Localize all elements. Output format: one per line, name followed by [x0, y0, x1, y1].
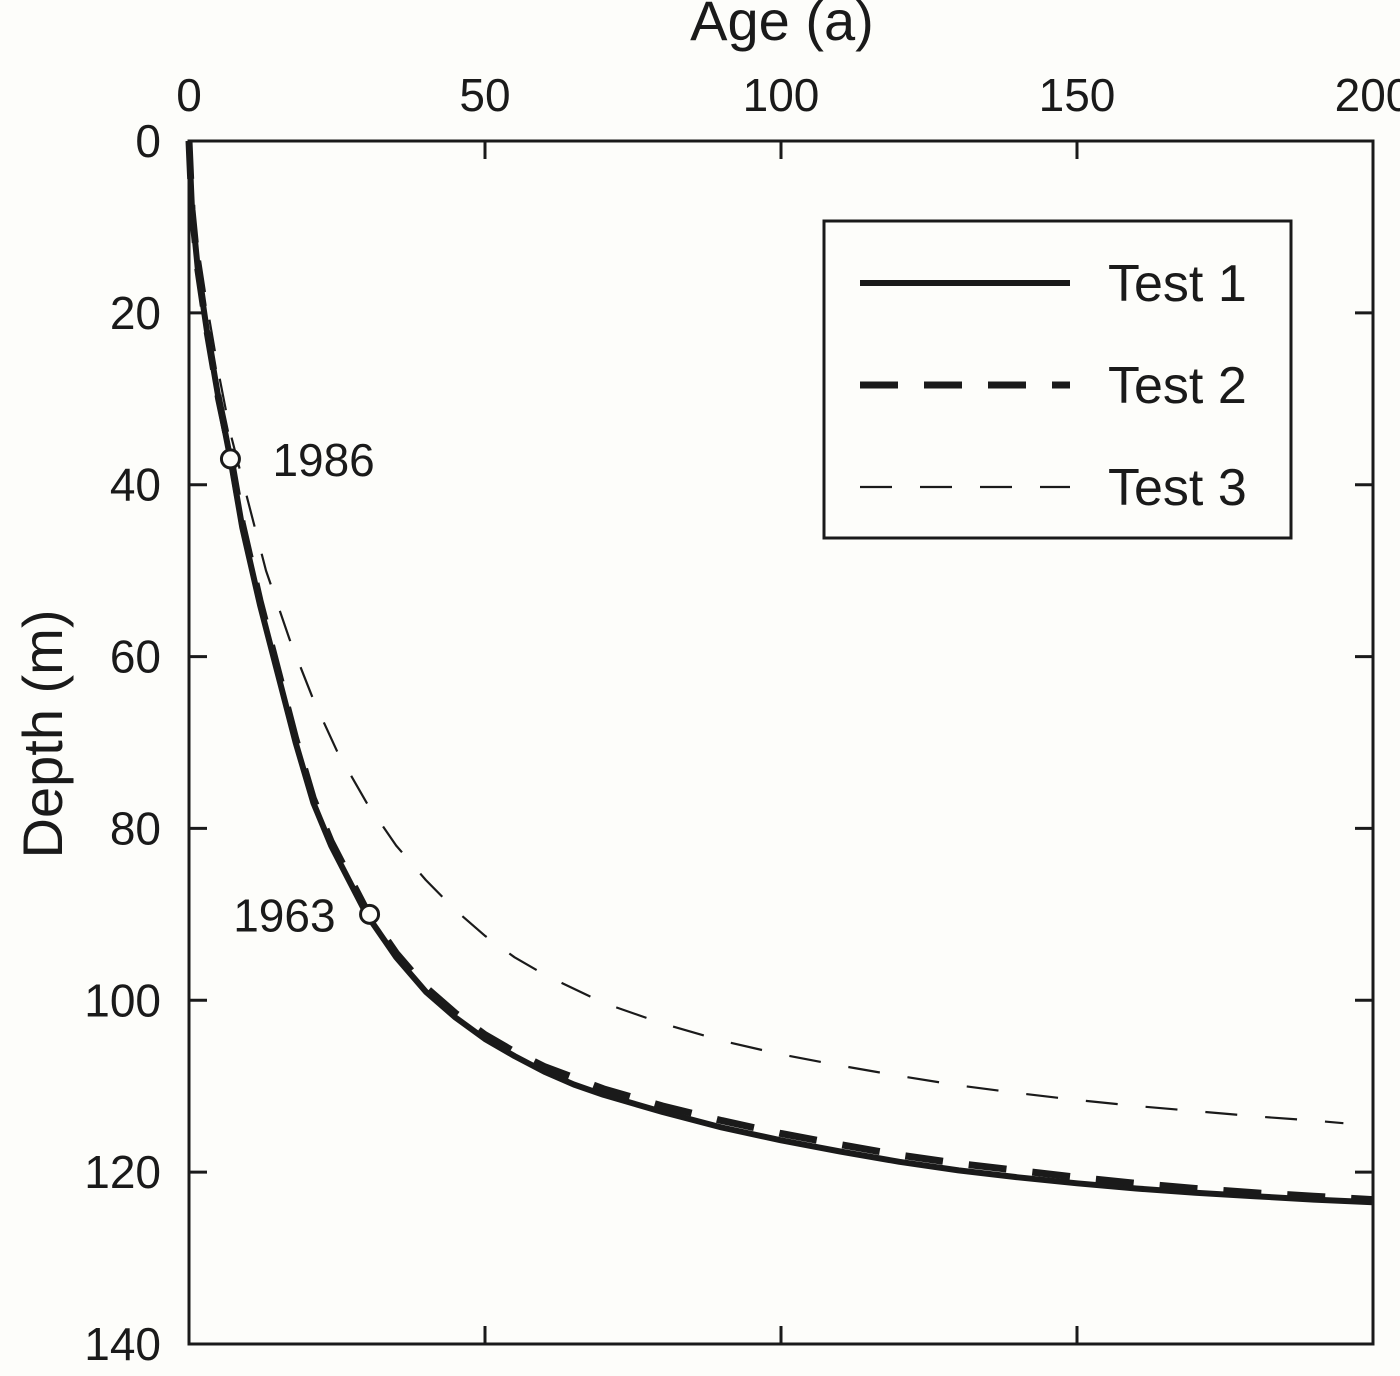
x-tick-label: 50: [459, 69, 510, 121]
y-tick-label: 40: [110, 459, 161, 511]
series-line-test-2: [185, 140, 1374, 1204]
y-tick-label: 60: [110, 631, 161, 683]
annotation-layer: 1986 1963: [219, 434, 381, 941]
y-tick-label: 100: [84, 974, 161, 1026]
x-axis-ticks: 0 50 100 150 200: [176, 69, 1400, 1344]
legend-box: [822, 219, 1293, 540]
x-tick-label: 200: [1335, 69, 1400, 121]
legend-label-test-3: Test 3: [1108, 459, 1247, 517]
plot-frame: [187, 139, 1375, 1346]
annotation-label-1963: 1963: [233, 889, 335, 941]
legend: Test 1 Test 2 Test 3: [822, 219, 1293, 540]
x-axis-title: Age (a): [690, 0, 874, 52]
y-axis-ticks: 0 20 40 60 80 100 120 140: [84, 115, 1373, 1370]
annotation-marker-1963: [359, 903, 381, 925]
y-tick-label: 20: [110, 287, 161, 339]
x-tick-label: 150: [1039, 69, 1116, 121]
annotation-label-1986: 1986: [272, 434, 374, 486]
series-layer: [185, 140, 1374, 1206]
x-tick-label: 0: [176, 69, 202, 121]
annotation-marker-1986: [219, 448, 241, 470]
series-line-test-3: [187, 140, 1344, 1125]
series-line-test-1: [186, 140, 1374, 1206]
y-tick-label: 140: [84, 1318, 161, 1370]
legend-label-test-2: Test 2: [1108, 357, 1247, 415]
x-tick-label: 100: [743, 69, 820, 121]
y-tick-label: 120: [84, 1146, 161, 1198]
legend-label-test-1: Test 1: [1108, 255, 1247, 313]
y-tick-label: 80: [110, 802, 161, 854]
y-tick-label: 0: [135, 115, 161, 167]
y-axis-title: Depth (m): [11, 610, 74, 859]
